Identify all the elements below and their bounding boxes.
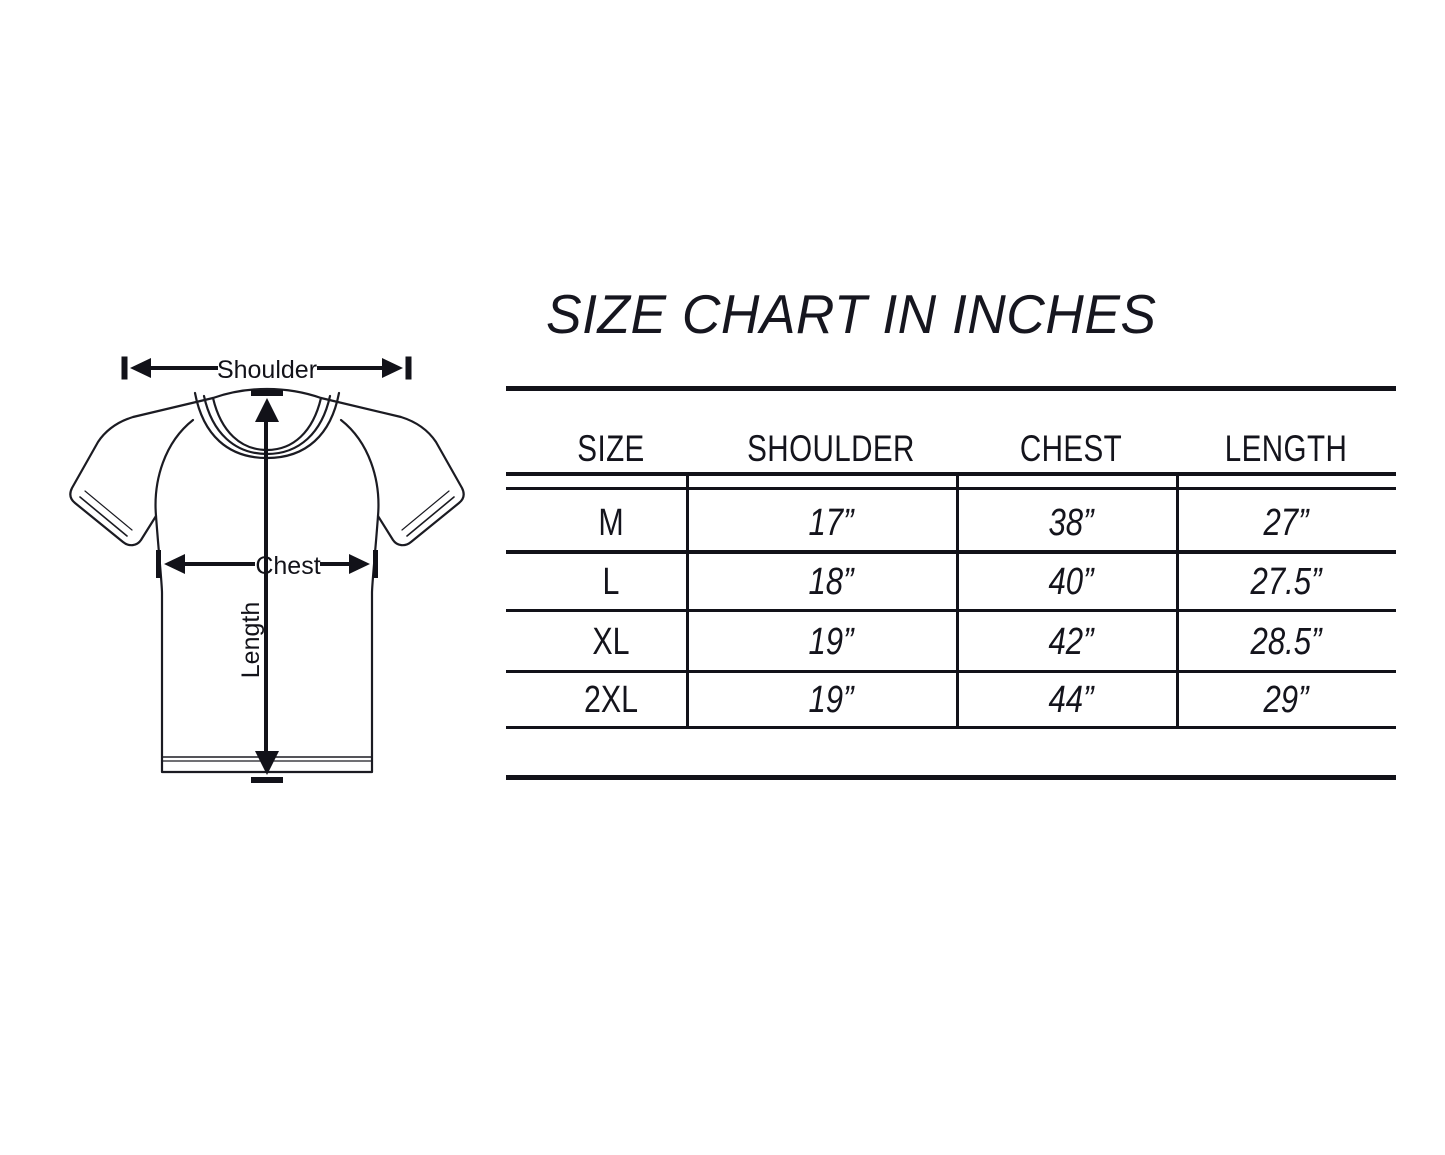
table-rule-header-bottom bbox=[506, 472, 1396, 476]
table-row: XL bbox=[592, 621, 630, 663]
table-row: 38” bbox=[1048, 502, 1094, 544]
table-divider-2 bbox=[956, 472, 959, 726]
length-dimension-arrow bbox=[251, 390, 283, 783]
shoulder-label: Shoulder bbox=[217, 356, 317, 384]
table-row: 2XL bbox=[583, 679, 639, 721]
column-header-length: LENGTH bbox=[1224, 428, 1348, 469]
table-divider-3 bbox=[1176, 472, 1179, 726]
table-row: 44” bbox=[1048, 679, 1094, 721]
table-rule-top bbox=[506, 386, 1396, 391]
table-rule-row-l bbox=[506, 609, 1396, 612]
table-rule-row-xl bbox=[506, 670, 1396, 673]
t-shirt-measurement-diagram: Shoulder Chest Length bbox=[45, 340, 505, 820]
column-header-shoulder: SHOULDER bbox=[747, 428, 915, 469]
table-row: 19” bbox=[808, 679, 854, 721]
length-label: Length bbox=[237, 602, 265, 678]
page-title: SIZE CHART IN INCHES bbox=[546, 283, 1157, 345]
table-row: 27.5” bbox=[1250, 561, 1322, 603]
table-row: 19” bbox=[808, 621, 854, 663]
table-row: 40” bbox=[1048, 561, 1094, 603]
table-divider-1 bbox=[686, 472, 689, 726]
table-row: 18” bbox=[808, 561, 854, 603]
table-row: 17” bbox=[808, 502, 854, 544]
chest-label: Chest bbox=[255, 552, 320, 580]
column-header-chest: CHEST bbox=[1019, 428, 1123, 469]
table-row: M bbox=[598, 502, 624, 544]
table-row: 42” bbox=[1048, 621, 1094, 663]
chest-dimension-arrow bbox=[156, 550, 378, 578]
shoulder-dimension-arrow bbox=[121, 356, 412, 380]
table-rule-bottom bbox=[506, 775, 1396, 780]
table-row: 29” bbox=[1263, 679, 1309, 721]
column-header-size: SIZE bbox=[577, 428, 645, 469]
size-chart-panel: SIZE CHART IN INCHES SIZE SHOULDER CHEST… bbox=[500, 278, 1410, 798]
table-rule-row-2xl bbox=[506, 726, 1396, 729]
table-row: 28.5” bbox=[1250, 621, 1322, 663]
table-row: 27” bbox=[1263, 502, 1309, 544]
table-rule-row-m bbox=[506, 550, 1396, 554]
table-rule-header-bottom-2 bbox=[506, 487, 1396, 490]
table-row: L bbox=[602, 561, 620, 603]
